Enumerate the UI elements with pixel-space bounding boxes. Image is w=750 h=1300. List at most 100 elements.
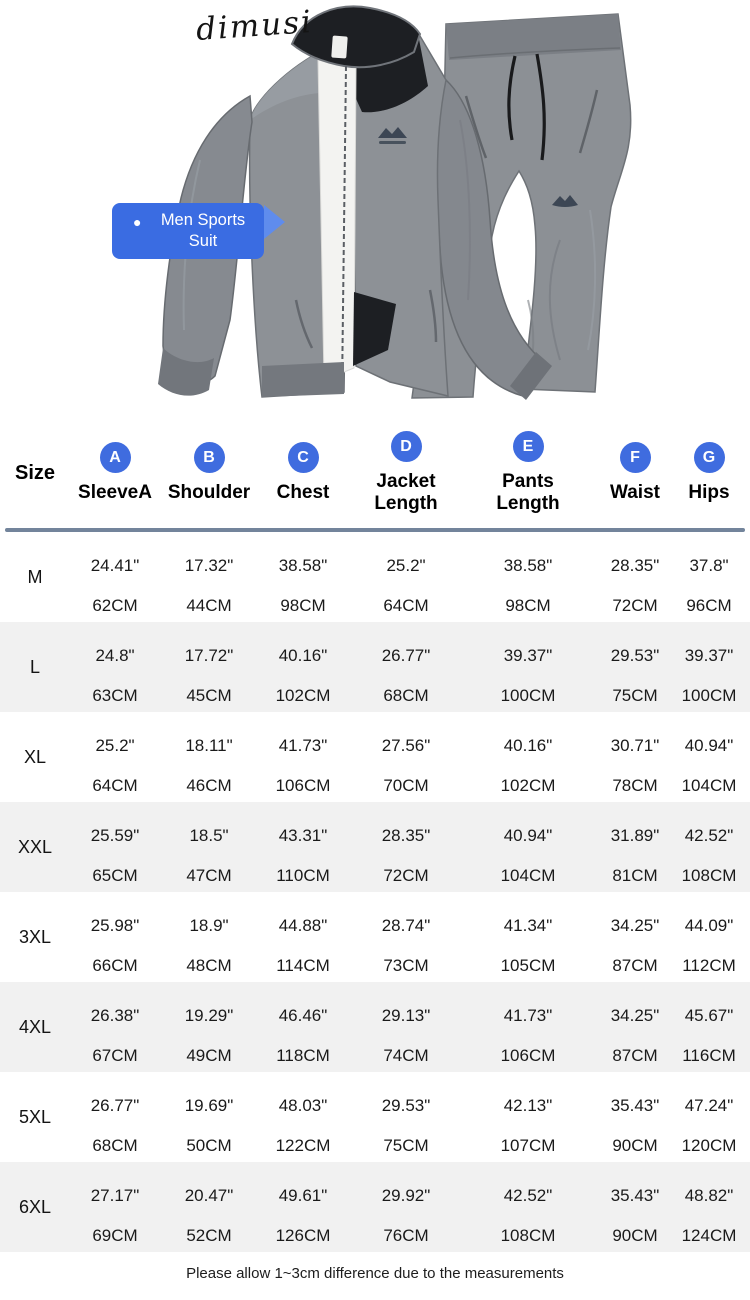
value-cell: 40.16" 102CM bbox=[464, 712, 592, 802]
value-cell: 28.35" 72CM bbox=[348, 802, 464, 892]
table-row-3xl: 3XL 25.98" 66CM 18.9" 48CM 44.88" 114CM 28.74" 7… bbox=[0, 892, 750, 982]
inch-value: 42.13" bbox=[503, 1096, 553, 1115]
cm-value: 50CM bbox=[186, 1136, 232, 1155]
inch-value: 43.31" bbox=[278, 826, 328, 845]
zipper bbox=[341, 65, 347, 391]
inch-value: 29.53" bbox=[610, 646, 660, 665]
cm-value: 66CM bbox=[92, 956, 138, 975]
value-cell: 26.77" 68CM bbox=[70, 1072, 160, 1162]
size-table-header: Size A SleeveA B Shoulder C Chest D Jacket Leng… bbox=[0, 418, 750, 528]
cm-value: 126CM bbox=[275, 1226, 331, 1245]
column-badge-f: F bbox=[619, 442, 651, 473]
cm-value: 108CM bbox=[681, 866, 737, 885]
cm-value: 67CM bbox=[92, 1046, 138, 1065]
value-cell: 47.24" 120CM bbox=[678, 1072, 740, 1162]
cm-value: 118CM bbox=[276, 1046, 330, 1065]
column-header-shoulder: B Shoulder bbox=[160, 418, 258, 528]
inch-value: 19.69" bbox=[184, 1096, 234, 1115]
value-cell: 38.58" 98CM bbox=[464, 532, 592, 622]
table-row-xl: XL 25.2" 64CM 18.11" 46CM 41.73" 106CM 27.56" 70… bbox=[0, 712, 750, 802]
value-cell: 44.88" 114CM bbox=[258, 892, 348, 982]
inch-value: 28.35" bbox=[381, 826, 431, 845]
value-cell: 25.98" 66CM bbox=[70, 892, 160, 982]
column-header-waist: F Waist bbox=[592, 418, 678, 528]
cm-value: 69CM bbox=[92, 1226, 138, 1245]
value-cell: 28.74" 73CM bbox=[348, 892, 464, 982]
value-cell: 18.9" 48CM bbox=[160, 892, 258, 982]
inch-value: 42.52" bbox=[503, 1186, 553, 1205]
table-row-6xl: 6XL 27.17" 69CM 20.47" 52CM 49.61" 126CM 29.92"… bbox=[0, 1162, 750, 1252]
column-label: Hips bbox=[688, 482, 730, 503]
value-cell: 29.53" 75CM bbox=[348, 1072, 464, 1162]
value-cell: 31.89" 81CM bbox=[592, 802, 678, 892]
inch-value: 24.8" bbox=[95, 646, 135, 665]
value-cell: 18.11" 46CM bbox=[160, 712, 258, 802]
cm-value: 62CM bbox=[92, 596, 138, 615]
inch-value: 48.82" bbox=[684, 1186, 734, 1205]
cm-value: 64CM bbox=[92, 776, 138, 795]
cm-value: 98CM bbox=[280, 596, 326, 615]
value-cell: 39.37" 100CM bbox=[464, 622, 592, 712]
cm-value: 44CM bbox=[186, 596, 232, 615]
cm-value: 105CM bbox=[500, 956, 556, 975]
cm-value: 70CM bbox=[383, 776, 429, 795]
cm-value: 72CM bbox=[612, 596, 658, 615]
value-cell: 42.52" 108CM bbox=[464, 1162, 592, 1252]
value-cell: 18.5" 47CM bbox=[160, 802, 258, 892]
bullet-icon: ● bbox=[133, 214, 142, 230]
cm-value: 87CM bbox=[612, 956, 658, 975]
inch-value: 31.89" bbox=[610, 826, 660, 845]
value-cell: 29.92" 76CM bbox=[348, 1162, 464, 1252]
inch-value: 45.67" bbox=[684, 1006, 734, 1025]
column-label: Pants Length bbox=[496, 471, 560, 514]
value-cell: 39.37" 100CM bbox=[678, 622, 740, 712]
column-badge-a: A bbox=[99, 442, 131, 473]
inch-value: 26.77" bbox=[381, 646, 431, 665]
size-label: XXL bbox=[17, 836, 53, 857]
inch-value: 40.16" bbox=[503, 736, 553, 755]
inch-value: 20.47" bbox=[184, 1186, 234, 1205]
column-header-pants-length: E Pants Length bbox=[464, 418, 592, 528]
cm-value: 75CM bbox=[612, 686, 658, 705]
value-cell: 40.16" 102CM bbox=[258, 622, 348, 712]
inch-value: 17.72" bbox=[184, 646, 234, 665]
value-cell: 17.32" 44CM bbox=[160, 532, 258, 622]
value-cell: 30.71" 78CM bbox=[592, 712, 678, 802]
value-cell: 24.8" 63CM bbox=[70, 622, 160, 712]
inch-value: 38.58" bbox=[503, 556, 553, 575]
size-tag bbox=[331, 35, 348, 59]
cm-value: 49CM bbox=[186, 1046, 232, 1065]
inch-value: 17.32" bbox=[184, 556, 234, 575]
cm-value: 106CM bbox=[500, 1046, 556, 1065]
value-cell: 40.94" 104CM bbox=[464, 802, 592, 892]
inch-value: 35.43" bbox=[610, 1186, 660, 1205]
value-cell: 42.52" 108CM bbox=[678, 802, 740, 892]
size-table-body: M 24.41" 62CM 17.32" 44CM 38.58" 98CM 25.2" 64CM… bbox=[0, 532, 750, 1252]
inch-value: 47.24" bbox=[684, 1096, 734, 1115]
column-label: Waist bbox=[610, 482, 660, 503]
value-cell: 35.43" 90CM bbox=[592, 1072, 678, 1162]
inch-value: 18.9" bbox=[189, 916, 229, 935]
inch-value: 41.73" bbox=[503, 1006, 553, 1025]
inch-value: 34.25" bbox=[610, 916, 660, 935]
value-cell: 27.17" 69CM bbox=[70, 1162, 160, 1252]
inch-value: 41.73" bbox=[278, 736, 328, 755]
cm-value: 76CM bbox=[383, 1226, 429, 1245]
cm-value: 106CM bbox=[275, 776, 331, 795]
cm-value: 122CM bbox=[275, 1136, 331, 1155]
inch-value: 35.43" bbox=[610, 1096, 660, 1115]
column-label: Shoulder bbox=[167, 482, 251, 503]
inch-value: 28.74" bbox=[381, 916, 431, 935]
cm-value: 108CM bbox=[500, 1226, 556, 1245]
table-row-m: M 24.41" 62CM 17.32" 44CM 38.58" 98CM 25.2" 64CM… bbox=[0, 532, 750, 622]
table-row-xxl: XXL 25.59" 65CM 18.5" 47CM 43.31" 110CM 28.35" 7… bbox=[0, 802, 750, 892]
inch-value: 30.71" bbox=[610, 736, 660, 755]
header-divider bbox=[5, 528, 745, 532]
cm-value: 74CM bbox=[383, 1046, 429, 1065]
cm-value: 124CM bbox=[681, 1226, 737, 1245]
value-cell: 43.31" 110CM bbox=[258, 802, 348, 892]
value-cell: 35.43" 90CM bbox=[592, 1162, 678, 1252]
drawstring bbox=[507, 55, 517, 141]
column-badge-d: D bbox=[390, 431, 422, 462]
cm-value: 90CM bbox=[612, 1136, 658, 1155]
